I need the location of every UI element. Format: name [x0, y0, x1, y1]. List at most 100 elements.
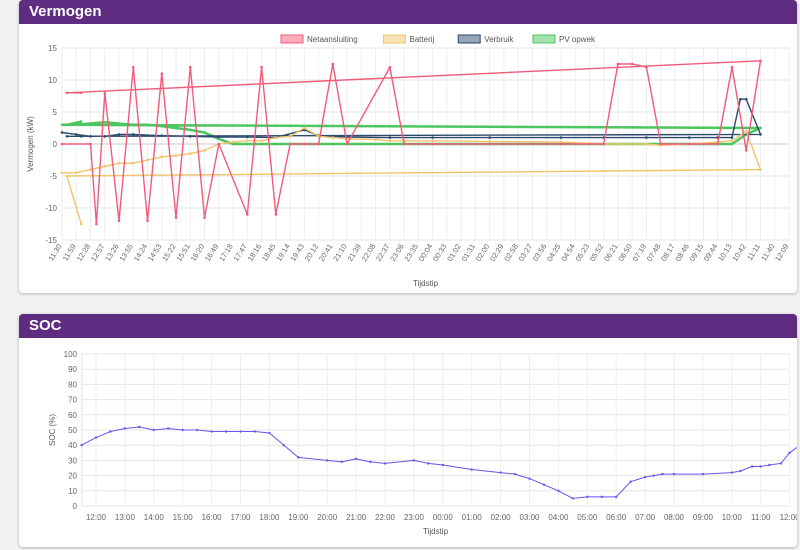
x-tick-label: 03:00: [519, 513, 540, 522]
x-tick-label: 05:23: [574, 242, 592, 263]
data-point: [488, 136, 491, 139]
legend-swatch: [280, 34, 304, 44]
x-tick-label: 07:00: [635, 513, 656, 522]
x-tick-label: 00:33: [431, 242, 449, 263]
x-tick-label: 01:02: [445, 242, 463, 263]
y-axis-label: Vermogen (kW): [26, 116, 35, 172]
data-point: [768, 463, 771, 467]
data-point: [103, 135, 107, 138]
data-point: [528, 477, 531, 480]
data-point: [79, 91, 83, 95]
data-point: [188, 135, 192, 138]
data-point: [131, 65, 135, 69]
data-point: [759, 465, 762, 468]
soc-chart: 0 10 20 30 40 50 60 70 80 90 100 12:00 13:00 14:00 15:…: [48, 350, 797, 536]
soc-series-line: [81, 426, 797, 499]
data-point: [716, 142, 720, 146]
x-tick-label: 02:00: [474, 242, 492, 263]
data-point: [488, 140, 491, 143]
data-point: [231, 142, 235, 146]
y-tick-label: 90: [68, 365, 77, 374]
data-point: [109, 430, 112, 433]
x-tick-label: 17:00: [230, 513, 251, 522]
legend-swatch: [457, 34, 481, 44]
data-point: [383, 462, 387, 465]
data-point: [317, 142, 320, 146]
data-point: [131, 133, 135, 136]
data-point: [174, 126, 178, 130]
x-tick-label: 12:28: [75, 242, 93, 263]
x-tick-label: 13:26: [103, 242, 121, 263]
data-point: [615, 495, 618, 499]
data-point: [246, 213, 249, 216]
data-point: [643, 475, 647, 479]
data-point: [188, 65, 192, 69]
data-point: [217, 137, 221, 141]
data-point: [369, 460, 372, 464]
y-tick-label: 5: [53, 108, 58, 117]
data-point: [374, 138, 377, 141]
x-tick-label: 12:09: [773, 242, 791, 263]
data-point: [152, 428, 155, 432]
legend-swatch: [532, 34, 556, 44]
data-point: [739, 469, 742, 473]
data-point: [174, 154, 178, 157]
x-tick-label: 21:10: [331, 242, 349, 263]
data-point: [616, 62, 620, 66]
data-point: [326, 459, 329, 462]
y-tick-label: 0: [73, 502, 78, 511]
x-tick-label: 16:20: [189, 242, 207, 263]
data-point: [427, 462, 430, 465]
y-tick-label: -10: [45, 204, 57, 213]
data-point: [79, 120, 83, 123]
x-tick-label: 07:48: [645, 242, 663, 263]
data-point: [659, 142, 663, 146]
x-tick-label: 01:31: [460, 242, 478, 263]
data-point: [217, 142, 221, 146]
data-point: [645, 136, 648, 139]
y-tick-label: 80: [68, 380, 77, 389]
x-tick-label: 02:58: [502, 242, 520, 263]
data-point: [402, 142, 406, 146]
x-tick-label: 15:00: [173, 513, 194, 522]
data-point: [246, 139, 249, 143]
x-tick-label: 13:00: [115, 513, 136, 522]
x-tick-label: 06:00: [606, 513, 627, 522]
data-point: [288, 142, 292, 146]
x-tick-label: 20:00: [317, 513, 338, 522]
x-tick-label: 22:00: [375, 513, 396, 522]
x-tick-label: 18:45: [260, 242, 278, 263]
data-point: [268, 431, 271, 435]
data-point: [559, 142, 563, 146]
y-tick-label: 50: [68, 426, 77, 435]
x-tick-label: 17:18: [217, 242, 235, 263]
x-tick-label: 08:00: [664, 513, 685, 522]
y-tick-label: 0: [53, 140, 58, 149]
x-tick-label: 13:55: [117, 242, 135, 263]
data-point: [499, 471, 502, 474]
x-tick-label: 08:17: [659, 242, 677, 263]
data-point: [60, 123, 64, 127]
x-tick-label: 22:37: [374, 242, 392, 263]
data-point: [759, 133, 762, 136]
data-point: [103, 165, 107, 168]
y-tick-label: 15: [48, 44, 57, 53]
data-point: [253, 430, 257, 433]
data-point: [203, 131, 206, 134]
x-tick-label: 10:13: [716, 242, 734, 263]
data-point: [131, 161, 135, 165]
data-point: [160, 72, 164, 75]
data-point: [412, 459, 416, 462]
data-point: [282, 444, 286, 447]
y-tick-label: 70: [68, 396, 77, 405]
y-tick-label: 30: [68, 456, 77, 465]
data-point: [60, 171, 64, 175]
data-point: [788, 451, 791, 454]
data-point: [146, 158, 149, 162]
data-point: [431, 142, 434, 146]
data-point: [388, 136, 392, 139]
data-point: [246, 135, 249, 139]
data-point: [288, 135, 292, 138]
x-tick-label: 05:52: [588, 242, 606, 263]
x-tick-label: 14:24: [132, 242, 150, 263]
